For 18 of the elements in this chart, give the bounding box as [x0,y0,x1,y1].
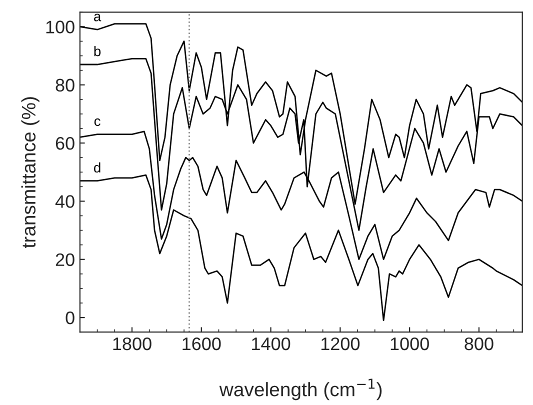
y-tick-label: 100 [46,20,74,34]
x-tick-label: 1800 [113,337,152,350]
series-label: c [94,118,100,126]
y-tick-label: 0 [66,311,74,324]
y-tick-label: 80 [56,78,74,92]
x-tick-label: 1000 [390,337,429,350]
y-axis-title: transmittance (%) [21,97,40,248]
x-tick-label: 1400 [252,337,290,350]
y-tick-label: 40 [55,195,74,208]
series-label: d [94,162,100,173]
x-tick-label: 800 [464,337,494,350]
series-label: a [94,14,102,22]
series-label: b [94,46,101,56]
y-tick-label: 60 [56,136,74,150]
y-tick-label: 20 [56,253,74,266]
x-axis-title: wavelength (cm$^{−1}$) [219,378,382,400]
x-tick-label: 1600 [182,337,221,350]
x-tick-label: 1200 [321,337,360,350]
